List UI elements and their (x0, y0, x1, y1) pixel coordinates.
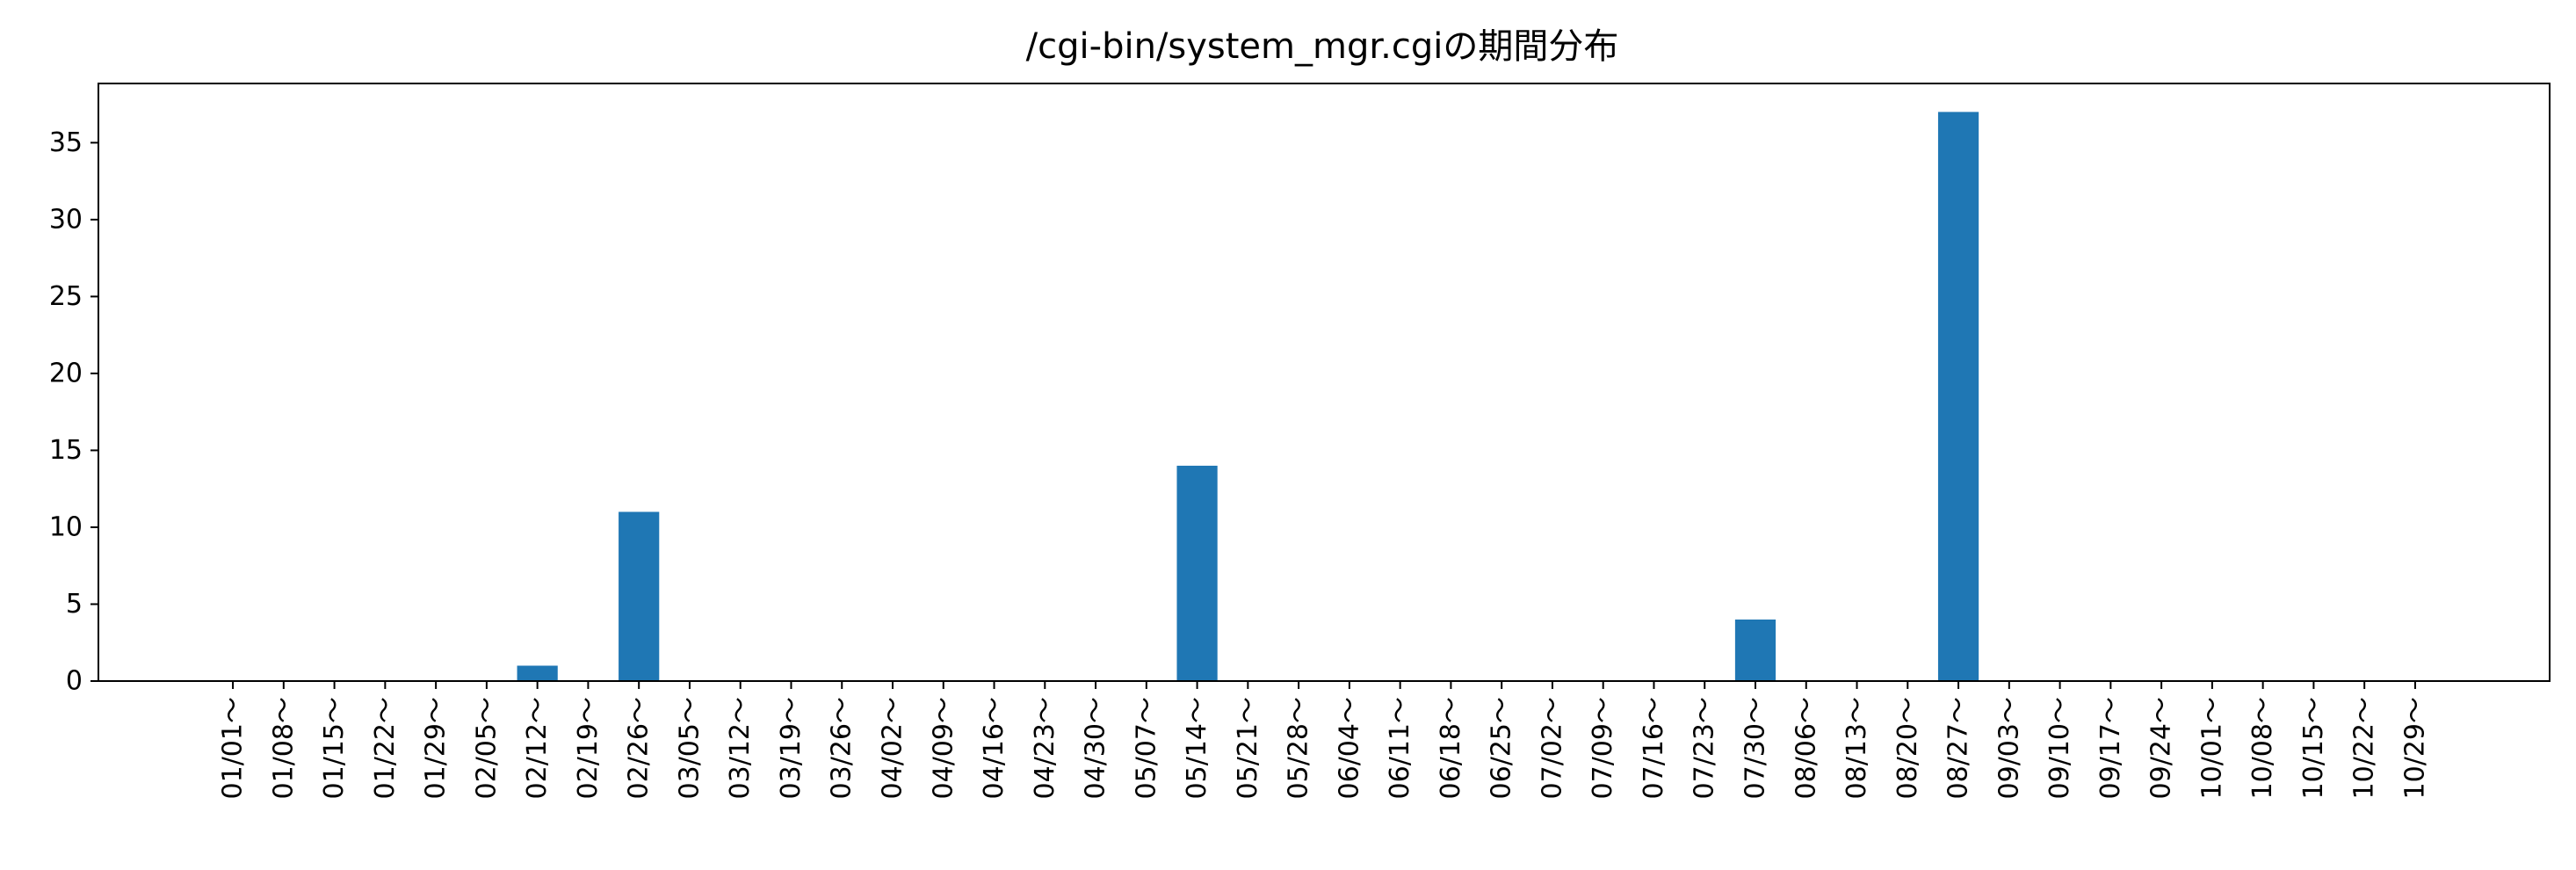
x-tick-label-5: 02/05～ (471, 697, 502, 799)
x-tick-label-18: 05/07～ (1131, 697, 1161, 799)
x-tick-label-41: 10/15～ (2298, 697, 2329, 799)
x-tick-label-38: 09/24～ (2146, 697, 2177, 799)
bar-8 (619, 511, 660, 681)
x-tick-label-43: 10/29～ (2399, 697, 2430, 799)
x-tick-label-35: 09/03～ (1994, 697, 2024, 799)
x-tick-label-11: 03/19～ (776, 697, 807, 799)
x-tick-label-7: 02/19～ (573, 697, 604, 799)
x-tick-label-9: 03/05～ (674, 697, 705, 799)
x-tick-label-37: 09/17～ (2095, 697, 2126, 799)
bars (517, 112, 1979, 681)
plot-frame (98, 83, 2551, 682)
x-tick-label-29: 07/23～ (1690, 697, 1720, 799)
x-tick-label-19: 05/14～ (1182, 697, 1212, 799)
x-tick-label-6: 02/12～ (522, 697, 553, 799)
x-tick-label-34: 08/27～ (1943, 697, 1974, 799)
x-tick-label-39: 10/01～ (2196, 697, 2227, 799)
y-tick-label-7: 35 (49, 127, 83, 158)
y-tick-label-4: 20 (49, 358, 83, 388)
x-tick-label-10: 03/12～ (725, 697, 756, 799)
x-tick-label-30: 07/30～ (1740, 697, 1770, 799)
y-axis: 0 5 10 15 20 25 30 35 (49, 127, 98, 697)
x-tick-label-31: 08/06～ (1791, 697, 1821, 799)
x-tick-label-23: 06/11～ (1385, 697, 1415, 799)
bar-19 (1176, 465, 1218, 681)
x-tick-label-32: 08/13～ (1842, 697, 1872, 799)
x-tick-label-8: 02/26～ (624, 697, 655, 799)
y-tick-label-3: 15 (49, 435, 83, 466)
x-tick-label-24: 06/18～ (1436, 697, 1466, 799)
x-tick-label-12: 03/26～ (827, 697, 857, 799)
x-tick-label-42: 10/22～ (2349, 697, 2380, 799)
y-tick-label-6: 30 (49, 204, 83, 235)
bar-30 (1734, 619, 1776, 681)
x-tick-label-28: 07/16～ (1639, 697, 1669, 799)
chart-title: /cgi-bin/system_mgr.cgiの期間分布 (1026, 26, 1619, 67)
x-tick-label-13: 04/02～ (878, 697, 908, 799)
x-tick-label-22: 06/04～ (1334, 697, 1364, 799)
x-tick-label-1: 01/08～ (268, 697, 299, 799)
x-tick-label-17: 04/30～ (1081, 697, 1111, 799)
x-tick-label-2: 01/15～ (319, 697, 350, 799)
y-tick-label-2: 10 (49, 511, 83, 542)
y-tick-label-5: 25 (49, 281, 83, 312)
x-tick-label-15: 04/16～ (979, 697, 1009, 799)
y-tick-label-0: 0 (66, 666, 83, 697)
x-tick-label-27: 07/09～ (1588, 697, 1618, 799)
x-tick-label-0: 01/01～ (218, 697, 249, 799)
x-tick-label-20: 05/21～ (1233, 697, 1263, 799)
x-tick-label-14: 04/09～ (928, 697, 959, 799)
x-tick-label-4: 01/29～ (421, 697, 452, 799)
bar-6 (517, 665, 558, 681)
x-tick-label-3: 01/22～ (370, 697, 401, 799)
x-tick-label-33: 08/20～ (1892, 697, 1923, 799)
y-tick-label-1: 5 (66, 589, 83, 620)
x-tick-label-36: 09/10～ (2044, 697, 2075, 799)
x-tick-label-16: 04/23～ (1030, 697, 1060, 799)
x-tick-label-26: 07/02～ (1537, 697, 1567, 799)
x-tick-label-25: 06/25～ (1487, 697, 1517, 799)
x-tick-label-40: 10/08～ (2247, 697, 2278, 799)
x-tick-label-21: 05/28～ (1284, 697, 1314, 799)
x-axis: 01/01～ 01/08～ 01/15～ 01/22～ 01/29～ 02/05～ 02/1… (218, 681, 2430, 799)
bar-34 (1937, 112, 1979, 681)
